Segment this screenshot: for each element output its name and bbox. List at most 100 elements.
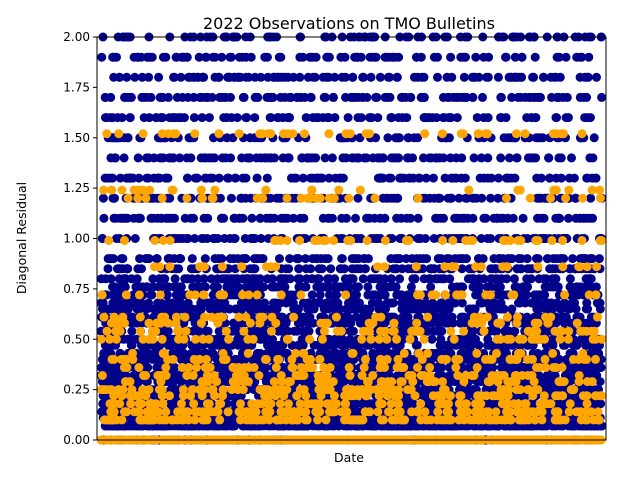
data-point	[584, 52, 594, 62]
data-point	[597, 92, 606, 102]
data-point	[186, 153, 196, 163]
data-point	[444, 254, 454, 264]
data-point	[557, 254, 567, 264]
data-point	[108, 304, 118, 314]
data-point	[307, 290, 317, 300]
data-point	[214, 326, 224, 336]
data-point	[483, 173, 493, 183]
data-point	[175, 153, 185, 163]
data-point	[200, 254, 210, 264]
chart-title: 2022 Observations on TMO Bulletins	[203, 14, 495, 33]
data-point	[295, 72, 305, 82]
data-point	[119, 334, 128, 344]
data-point	[143, 363, 153, 372]
data-point	[348, 326, 358, 336]
data-point	[276, 92, 286, 102]
data-point	[165, 193, 175, 203]
data-point	[154, 72, 164, 82]
data-point	[402, 113, 412, 123]
data-point	[407, 254, 417, 264]
data-point	[539, 213, 549, 223]
data-point	[194, 52, 204, 62]
data-point	[386, 254, 396, 264]
data-point	[575, 213, 585, 223]
data-point	[314, 274, 324, 284]
data-point	[594, 254, 604, 264]
data-point	[585, 213, 595, 223]
data-point	[509, 274, 519, 284]
data-point	[204, 113, 214, 123]
data-point	[529, 399, 539, 409]
data-point	[530, 290, 540, 300]
data-point	[315, 290, 325, 300]
data-point	[366, 72, 376, 82]
data-point	[385, 72, 394, 82]
data-point	[106, 92, 116, 102]
data-point	[146, 92, 156, 102]
data-point	[569, 173, 579, 183]
data-point	[536, 173, 546, 183]
data-point	[224, 173, 234, 183]
data-point	[494, 173, 503, 183]
data-point	[293, 254, 303, 264]
data-point	[246, 326, 256, 336]
data-point	[570, 193, 580, 203]
data-point	[166, 399, 176, 409]
data-point	[164, 282, 174, 292]
data-point	[415, 173, 424, 183]
data-point	[507, 92, 517, 102]
data-point	[255, 213, 265, 223]
data-point	[552, 113, 561, 123]
data-point	[392, 254, 402, 264]
data-point	[422, 254, 432, 264]
data-point	[448, 92, 458, 102]
data-point	[119, 153, 129, 163]
data-point	[284, 92, 294, 102]
data-point	[337, 72, 347, 82]
data-point	[133, 153, 143, 163]
data-point	[99, 213, 109, 223]
data-point	[202, 92, 212, 102]
data-point	[397, 264, 407, 274]
data-point	[351, 213, 360, 223]
data-point	[195, 92, 205, 102]
data-point	[353, 282, 363, 292]
data-point	[241, 52, 251, 62]
data-point	[429, 52, 439, 62]
data-point	[424, 274, 434, 284]
data-point	[459, 72, 469, 82]
data-point	[543, 254, 553, 264]
data-point	[539, 72, 549, 82]
data-point	[472, 113, 482, 123]
data-point	[278, 153, 288, 163]
data-point	[383, 133, 393, 143]
data-point	[458, 92, 468, 102]
data-point	[324, 173, 334, 183]
data-point	[144, 113, 154, 123]
data-point	[227, 113, 236, 123]
data-point	[530, 52, 540, 62]
data-point	[329, 92, 338, 102]
data-point	[511, 72, 520, 82]
data-point	[154, 274, 164, 284]
data-point	[322, 52, 332, 62]
data-point	[394, 113, 403, 123]
data-point	[366, 274, 376, 284]
data-point	[375, 72, 385, 82]
data-point	[471, 52, 481, 62]
data-point	[123, 264, 133, 274]
data-point	[148, 274, 158, 284]
data-point	[416, 52, 426, 62]
data-point	[262, 274, 272, 284]
data-point	[469, 153, 479, 163]
data-point	[514, 298, 523, 308]
data-point	[353, 193, 363, 203]
data-point	[239, 92, 249, 102]
data-point	[538, 326, 548, 336]
data-point	[317, 264, 327, 274]
data-point	[567, 153, 576, 163]
data-point	[142, 282, 152, 292]
data-point	[556, 153, 566, 163]
data-point	[421, 173, 431, 183]
